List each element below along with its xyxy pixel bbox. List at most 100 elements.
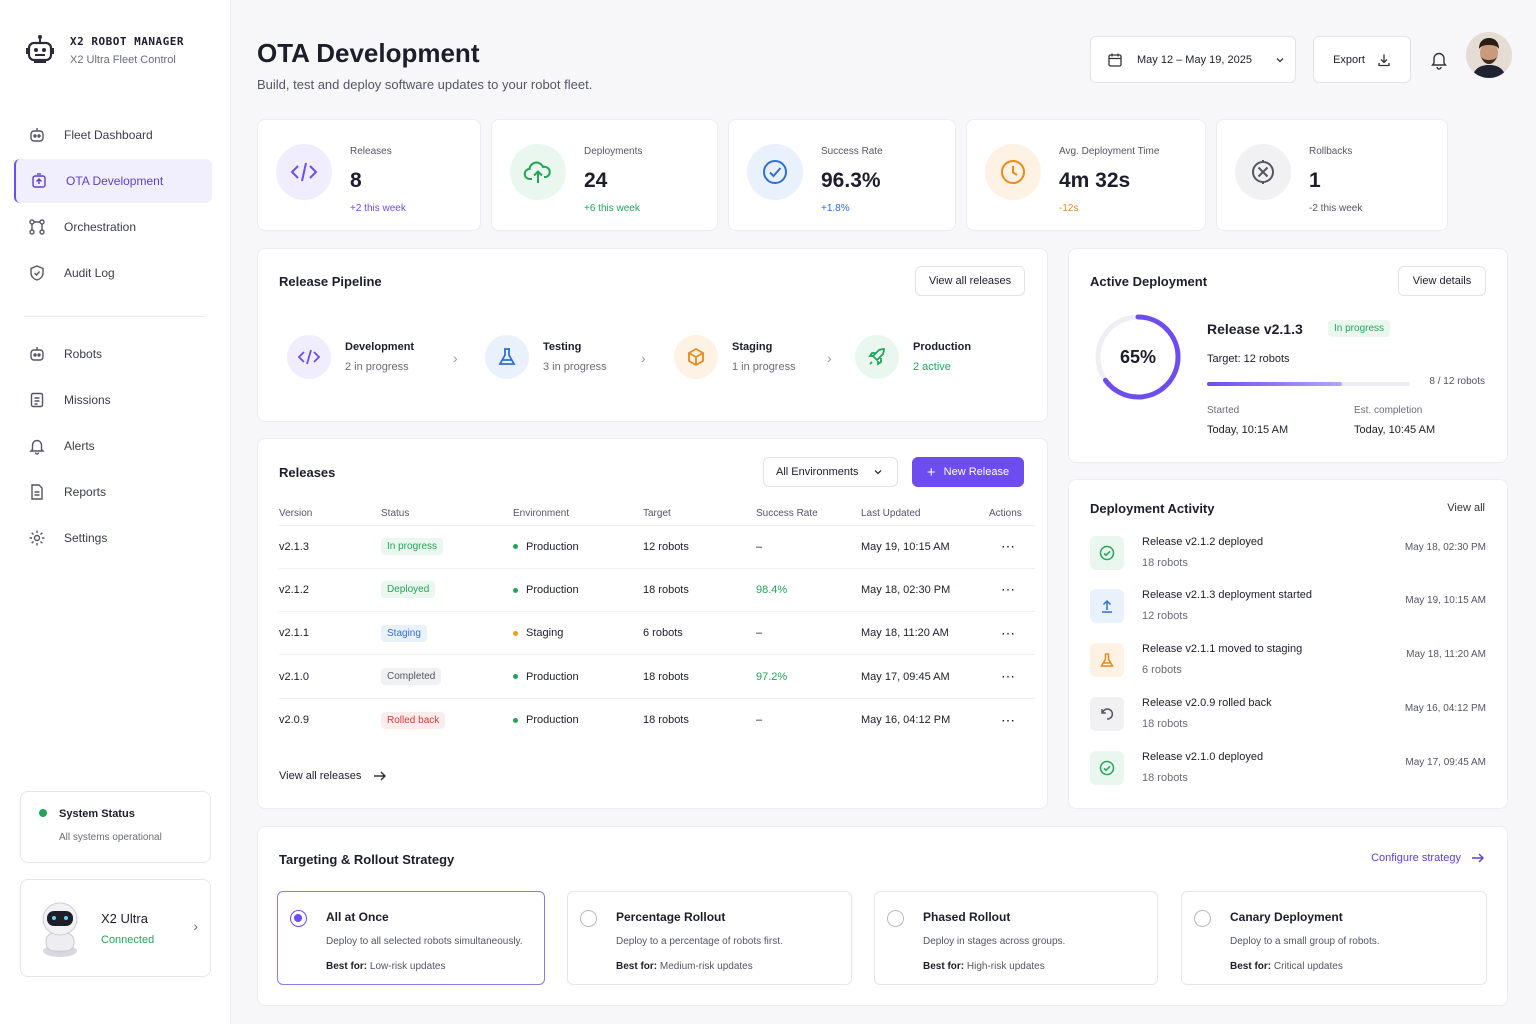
strategy-option-percentage-rollout[interactable]: Percentage Rollout Deploy to a percentag… xyxy=(567,891,852,985)
cell-updated: May 16, 04:12 PM xyxy=(861,697,989,742)
view-all-releases-link[interactable]: View all releases xyxy=(279,770,387,782)
brand[interactable]: X2 ROBOT MANAGER X2 Ultra Fleet Control xyxy=(26,34,184,66)
started-label: Started xyxy=(1207,405,1240,416)
env-dot xyxy=(513,630,518,636)
nav-label: Alerts xyxy=(64,439,95,453)
user-avatar[interactable] xyxy=(1466,32,1512,78)
nav-label: Fleet Dashboard xyxy=(64,128,153,142)
stage-staging[interactable]: Staging 1 in progress xyxy=(674,335,796,379)
activity-view-all-link[interactable]: View all xyxy=(1447,502,1485,514)
nav-item-ota-development[interactable]: OTA Development xyxy=(14,159,212,203)
export-button[interactable]: Export xyxy=(1313,36,1411,83)
activity-item[interactable]: Release v2.0.9 rolled back 18 robots May … xyxy=(1090,697,1486,731)
date-range-picker[interactable]: May 12 – May 19, 2025 xyxy=(1090,36,1296,83)
box-icon xyxy=(674,335,718,379)
strategy-option-title: Percentage Rollout xyxy=(616,910,726,924)
robots-progress-bar xyxy=(1207,382,1410,386)
cell-target: 18 robots xyxy=(643,567,756,612)
nav-item-fleet-dashboard[interactable]: Fleet Dashboard xyxy=(14,113,212,157)
strategy-option-all-at-once[interactable]: All at Once Deploy to all selected robot… xyxy=(277,891,545,985)
view-all-releases-button[interactable]: View all releases xyxy=(915,266,1025,296)
new-release-label: New Release xyxy=(943,466,1010,478)
activity-robots: 18 robots xyxy=(1142,557,1188,569)
status-badge: Deployed xyxy=(381,581,436,599)
best-for-label: Best for: xyxy=(1230,961,1272,972)
cell-version: v2.0.9 xyxy=(279,697,381,742)
cell-rate: 97.2% xyxy=(756,654,861,699)
more-actions-icon[interactable]: ⋯ xyxy=(989,611,1035,655)
robot-logo-icon xyxy=(26,35,54,63)
strategy-option-phased-rollout[interactable]: Phased Rollout Deploy in stages across g… xyxy=(874,891,1158,985)
cell-rate: 98.4% xyxy=(756,567,861,612)
progress-ring xyxy=(1095,314,1181,400)
active-deployment-title: Active Deployment xyxy=(1090,274,1208,289)
nav-item-audit-log[interactable]: Audit Log xyxy=(14,251,212,295)
status-badge: In progress xyxy=(381,538,444,556)
cell-rate: – xyxy=(756,611,861,655)
radio-unselected[interactable] xyxy=(887,910,904,927)
document-icon xyxy=(31,484,43,500)
view-details-button[interactable]: View details xyxy=(1398,266,1486,296)
more-actions-icon[interactable]: ⋯ xyxy=(989,567,1035,612)
strategy-option-title: Phased Rollout xyxy=(923,910,1011,924)
rollout-strategy-card: Targeting & Rollout Strategy Configure s… xyxy=(257,826,1508,1006)
configure-strategy-link[interactable]: Configure strategy xyxy=(1371,852,1485,864)
page-title: OTA Development xyxy=(257,38,480,68)
kpi-label: Success Rate xyxy=(821,146,883,157)
activity-robots: 18 robots xyxy=(1142,772,1188,784)
download-icon xyxy=(1378,54,1390,66)
nav-item-missions[interactable]: Missions xyxy=(14,378,212,422)
table-row[interactable]: v2.1.0 Completed Production 18 robots 97… xyxy=(279,654,1035,699)
more-actions-icon[interactable]: ⋯ xyxy=(989,654,1035,699)
new-release-button[interactable]: + New Release xyxy=(912,457,1024,487)
arrow-right-icon xyxy=(1472,853,1484,863)
releases-table: Version Status Environment Target Succes… xyxy=(279,503,1035,742)
kpi-delta: +1.8% xyxy=(821,203,850,214)
more-actions-icon[interactable]: ⋯ xyxy=(989,524,1035,569)
rocket-icon xyxy=(855,335,899,379)
kpi-value: 8 xyxy=(350,169,362,192)
page-subtitle: Build, test and deploy software updates … xyxy=(257,77,593,92)
nav-item-settings[interactable]: Settings xyxy=(14,516,212,560)
more-actions-icon[interactable]: ⋯ xyxy=(989,697,1035,742)
stage-development[interactable]: Development 2 in progress xyxy=(287,335,414,379)
chevron-down-icon xyxy=(1276,57,1284,62)
activity-item[interactable]: Release v2.1.2 deployed 18 robots May 18,… xyxy=(1090,536,1486,570)
clipboard-icon xyxy=(30,392,44,408)
status-badge: Staging xyxy=(381,624,427,642)
nav-item-robots[interactable]: Robots xyxy=(14,332,212,376)
environment-filter-select[interactable]: All Environments xyxy=(763,457,898,487)
kpi-label: Rollbacks xyxy=(1309,146,1353,157)
secondary-nav: Robots Missions Alerts Reports Settings xyxy=(14,332,212,562)
radio-unselected[interactable] xyxy=(1194,910,1211,927)
strategy-option-canary-deployment[interactable]: Canary Deployment Deploy to a small grou… xyxy=(1181,891,1487,985)
table-row[interactable]: v2.1.1 Staging Staging 6 robots – May 18… xyxy=(279,611,1035,655)
robot-card[interactable]: X2 Ultra Connected › xyxy=(20,879,211,977)
releases-title: Releases xyxy=(279,465,336,480)
status-badge: Rolled back xyxy=(381,711,446,729)
stage-testing[interactable]: Testing 3 in progress xyxy=(485,335,607,379)
est-completion-value: Today, 10:45 AM xyxy=(1354,424,1436,436)
radio-selected[interactable] xyxy=(290,910,307,927)
activity-item[interactable]: Release v2.1.0 deployed 18 robots May 17,… xyxy=(1090,751,1486,785)
table-row[interactable]: v2.0.9 Rolled back Production 18 robots … xyxy=(279,697,1035,742)
best-for-label: Best for: xyxy=(923,961,965,972)
nav-label: Reports xyxy=(64,485,107,499)
kpi-label: Releases xyxy=(350,146,392,157)
radio-unselected[interactable] xyxy=(580,910,597,927)
table-row[interactable]: v2.1.2 Deployed Production 18 robots 98.… xyxy=(279,567,1035,612)
nav-item-alerts[interactable]: Alerts xyxy=(14,424,212,468)
stage-production[interactable]: Production 2 active xyxy=(855,335,971,379)
kpi-value: 24 xyxy=(584,169,608,192)
activity-item[interactable]: Release v2.1.3 deployment started 12 robo… xyxy=(1090,589,1486,623)
code-icon xyxy=(287,335,331,379)
best-for-label: Best for: xyxy=(616,961,658,972)
notification-bell-icon[interactable] xyxy=(1430,50,1448,70)
table-row[interactable]: v2.1.3 In progress Production 12 robots … xyxy=(279,524,1035,569)
activity-time: May 16, 04:12 PM xyxy=(1404,703,1486,714)
chevron-right-icon: › xyxy=(193,918,198,934)
nav-item-reports[interactable]: Reports xyxy=(14,470,212,514)
activity-item[interactable]: Release v2.1.1 moved to staging 6 robots … xyxy=(1090,643,1486,677)
nav-item-orchestration[interactable]: Orchestration xyxy=(14,205,212,249)
nav-label: Robots xyxy=(64,347,103,361)
